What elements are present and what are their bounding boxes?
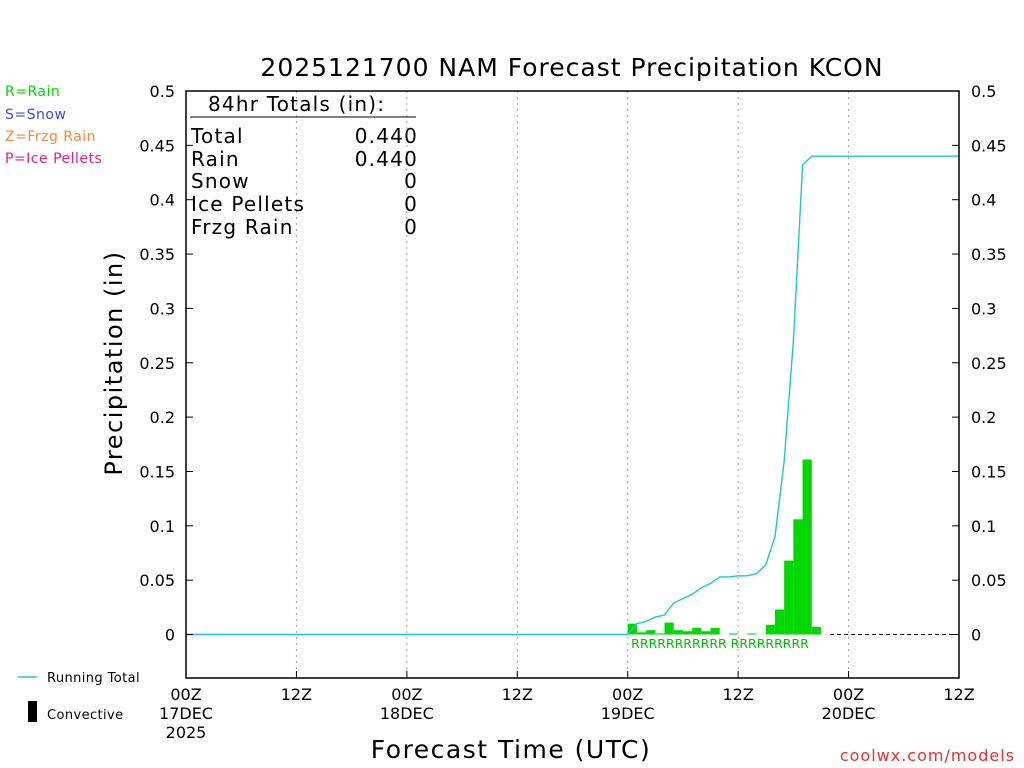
totals-value-frzg-rain: 0 xyxy=(404,215,418,239)
y-tick-label-left: 0.45 xyxy=(139,136,175,155)
y-tick-label-left: 0.1 xyxy=(150,517,175,536)
y-axis-ticks: 0 00.05 0.050.1 0.10.15 0.150.2 0.20.25 0.250.… xyxy=(139,82,1006,645)
y-tick-label-right: 0 xyxy=(971,626,981,645)
totals-label-ice-pellets: Ice Pellets xyxy=(191,192,305,216)
rain-bar xyxy=(774,609,785,635)
type-legend-rain: R=Rain xyxy=(5,84,60,100)
y-tick-label-left: 0.05 xyxy=(139,571,175,590)
x-tick-label: 00Z xyxy=(833,685,864,704)
x-tick-label: 12Z xyxy=(502,685,533,704)
y-tick-label-left: 0.5 xyxy=(150,82,175,101)
running-total-legend-label: Running Total xyxy=(47,671,140,686)
y-tick-label-right: 0.1 xyxy=(971,517,996,536)
y-tick-label-right: 0.35 xyxy=(971,245,1007,264)
totals-value-snow: 0 xyxy=(404,169,418,193)
credit-text: coolwx.com/models xyxy=(840,746,1015,765)
x-tick-label: 00Z xyxy=(170,685,201,704)
y-tick-label-right: 0.2 xyxy=(971,408,996,427)
y-tick-label-right: 0.25 xyxy=(971,354,1007,373)
totals-box: 84hr Totals (in): Total 0.440 Rain 0.440… xyxy=(190,92,418,239)
x-tick-label: 17DEC xyxy=(159,704,213,723)
rain-bars xyxy=(627,459,821,635)
rain-bar xyxy=(710,627,720,635)
rain-bar xyxy=(655,633,665,635)
totals-label-total: Total xyxy=(190,124,244,148)
type-legend-frzg-rain: Z=Frzg Rain xyxy=(5,129,96,145)
x-tick-label: 20DEC xyxy=(822,704,876,723)
bottom-legend: Running Total Convective xyxy=(18,671,140,723)
rain-bar xyxy=(636,632,647,635)
y-tick-label-right: 0.4 xyxy=(971,191,996,210)
x-tick-label: 12Z xyxy=(281,685,312,704)
y-tick-label-left: 0.15 xyxy=(139,462,175,481)
totals-value-ice-pellets: 0 xyxy=(404,192,418,216)
rain-bar xyxy=(673,630,683,635)
precip-type-codes: RRRRRRRRRRR RRRRRRRRR xyxy=(631,636,809,651)
type-legend-snow: S=Snow xyxy=(5,107,66,123)
y-tick-label-right: 0.15 xyxy=(971,462,1007,481)
rain-bar xyxy=(701,631,711,635)
y-tick-label-right: 0.05 xyxy=(971,571,1007,590)
totals-label-snow: Snow xyxy=(191,169,250,193)
x-tick-label: 00Z xyxy=(391,685,422,704)
x-tick-label: 18DEC xyxy=(380,704,434,723)
rain-bar xyxy=(811,626,821,635)
y-tick-label-left: 0.3 xyxy=(150,299,175,318)
convective-legend-swatch xyxy=(28,701,37,722)
y-axis-label: Precipitation (in) xyxy=(100,250,128,475)
plot-frame xyxy=(185,90,960,679)
x-gridlines xyxy=(295,91,850,678)
chart-title: 2025121700 NAM Forecast Precipitation KC… xyxy=(260,53,883,82)
rain-bar xyxy=(765,624,775,635)
convective-legend-label: Convective xyxy=(47,708,124,723)
rain-bar xyxy=(664,622,674,635)
running-total-line xyxy=(186,155,959,636)
y-tick-label-left: 0.25 xyxy=(139,354,175,373)
y-tick-label-right: 0.5 xyxy=(971,82,996,101)
y-tick-label-left: 0.4 xyxy=(150,191,175,210)
totals-value-total: 0.440 xyxy=(355,124,418,148)
x-axis-label: Forecast Time (UTC) xyxy=(371,735,651,764)
y-tick-label-left: 0 xyxy=(165,626,175,645)
rain-bar xyxy=(728,633,739,635)
rain-bar xyxy=(793,519,803,635)
x-tick-label: 00Z xyxy=(612,685,643,704)
x-tick-label: 12Z xyxy=(943,685,974,704)
type-legend: R=Rain S=Snow Z=Frzg Rain P=Ice Pellets xyxy=(5,84,102,167)
type-legend-ice-pellets: P=Ice Pellets xyxy=(5,151,102,167)
totals-label-rain: Rain xyxy=(191,147,240,171)
rain-bar xyxy=(646,630,656,635)
x-tick-label: 2025 xyxy=(166,723,207,742)
totals-title: 84hr Totals (in): xyxy=(208,92,385,116)
rain-bar xyxy=(784,560,794,635)
x-tick-label: 19DEC xyxy=(601,704,655,723)
rain-bar xyxy=(692,627,702,635)
x-tick-label: 12Z xyxy=(722,685,753,704)
rain-bar xyxy=(682,631,693,635)
rain-bar xyxy=(802,459,812,635)
rain-bar xyxy=(747,633,757,635)
y-tick-label-right: 0.3 xyxy=(971,299,996,318)
totals-label-frzg-rain: Frzg Rain xyxy=(191,215,294,239)
y-tick-label-left: 0.35 xyxy=(139,245,175,264)
y-tick-label-left: 0.2 xyxy=(150,408,175,427)
totals-value-rain: 0.440 xyxy=(355,147,418,171)
y-tick-label-right: 0.45 xyxy=(971,136,1007,155)
